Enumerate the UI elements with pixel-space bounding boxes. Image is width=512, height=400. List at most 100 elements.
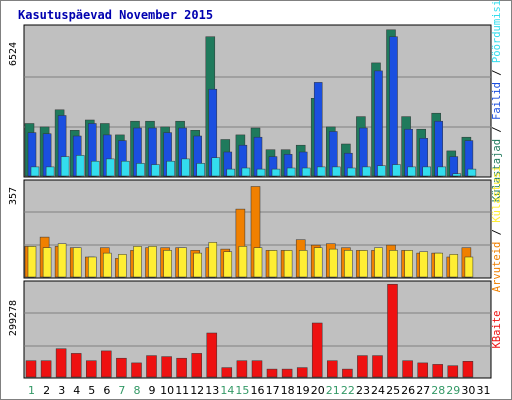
bar-panel2-series2-day-21 xyxy=(329,248,338,278)
bar-panel1-series3-day-18 xyxy=(286,167,296,177)
x-tick-day-29: 29 xyxy=(446,384,460,397)
legend-entry: Failid xyxy=(491,82,503,120)
bar-panel3-series1-day-2 xyxy=(40,360,52,378)
bar-panel1-series3-day-5 xyxy=(91,160,100,177)
bar-panel1-series3-day-14 xyxy=(226,168,236,177)
bar-panel1-series3-day-27 xyxy=(422,166,431,177)
bar-panel1-series3-day-6 xyxy=(106,158,115,177)
bar-panel1-series2-day-25 xyxy=(389,36,398,177)
x-tick-day-11: 11 xyxy=(175,384,189,397)
bar-panel1-series3-day-22 xyxy=(347,167,356,177)
bar-panel3-series1-day-30 xyxy=(462,361,474,378)
panel-2: 357 xyxy=(8,179,492,279)
bar-panel1-series3-day-24 xyxy=(377,165,386,177)
bar-panel2-series2-day-19 xyxy=(298,250,308,278)
legend-panel-1: Külastajad / Failid / Pöördumisi xyxy=(491,0,503,202)
bar-panel3-series1-day-12 xyxy=(191,353,202,378)
bar-panel1-series3-day-17 xyxy=(271,168,281,177)
x-tick-day-17: 17 xyxy=(266,384,280,397)
bar-panel1-series3-day-3 xyxy=(60,156,70,177)
bar-panel2-series2-day-12 xyxy=(193,252,202,278)
bar-panel2-series2-day-14 xyxy=(223,251,233,278)
bar-panel1-series3-day-23 xyxy=(362,166,371,177)
x-tick-day-28: 28 xyxy=(431,384,445,397)
bar-panel3-series1-day-21 xyxy=(327,360,338,378)
legend-panel-2: Arvuteid / Külastusi xyxy=(491,166,503,292)
x-tick-day-20: 20 xyxy=(311,384,325,397)
bar-panel1-series3-day-12 xyxy=(196,163,205,177)
bar-panel3-series1-day-7 xyxy=(116,357,127,378)
x-tick-day-4: 4 xyxy=(73,384,80,397)
x-tick-day-3: 3 xyxy=(58,384,65,397)
bar-panel2-series2-day-20 xyxy=(313,247,323,278)
x-tick-day-2: 2 xyxy=(43,384,50,397)
bar-panel3-series1-day-9 xyxy=(146,355,157,378)
bar-panel3-series1-day-15 xyxy=(236,360,248,378)
bar-panel2-series2-day-5 xyxy=(88,256,97,278)
bar-panel3-series1-day-27 xyxy=(417,362,428,378)
x-tick-day-10: 10 xyxy=(160,384,174,397)
bar-panel1-series3-day-25 xyxy=(392,164,401,177)
bar-panel2-series2-day-23 xyxy=(359,250,368,278)
legend-entry: Arvuteid xyxy=(491,242,503,293)
bar-panel1-series3-day-15 xyxy=(241,167,251,177)
y-axis-max-label: 299278 xyxy=(8,300,19,336)
bar-panel1-series3-day-16 xyxy=(256,168,266,177)
bar-panel2-series2-day-18 xyxy=(283,250,293,278)
bar-panel3-series1-day-4 xyxy=(70,353,82,378)
bar-panel2-series2-day-9 xyxy=(148,246,157,278)
x-tick-day-16: 16 xyxy=(251,384,265,397)
x-tick-day-26: 26 xyxy=(401,384,415,397)
bar-panel3-series1-day-10 xyxy=(161,356,172,378)
x-tick-day-25: 25 xyxy=(386,384,400,397)
legend-entry: / xyxy=(491,223,503,242)
bar-panel2-series2-day-3 xyxy=(57,243,67,278)
bar-panel3-series1-day-16 xyxy=(251,360,263,378)
x-tick-day-7: 7 xyxy=(118,384,125,397)
bar-panel2-series2-day-28 xyxy=(434,252,443,278)
bar-panel2-series2-day-26 xyxy=(404,250,413,278)
legend-entry: / xyxy=(491,63,503,82)
bar-panel3-series1-day-29 xyxy=(447,365,459,378)
bar-panel2-series2-day-22 xyxy=(344,250,353,278)
x-axis-day-labels: 1 2 3 4 5 6 7 8 9 10 11 12 13 14 15 16 17 18 19 20 21 22 23 24 2… xyxy=(28,384,491,397)
legend-entry: Pöördumisi xyxy=(491,0,503,63)
bar-panel2-series2-day-24 xyxy=(374,247,383,278)
bar-panel3-series1-day-22 xyxy=(342,368,353,378)
x-tick-day-19: 19 xyxy=(296,384,310,397)
bar-panel3-series1-day-5 xyxy=(86,360,97,378)
bar-panel1-series3-day-9 xyxy=(151,164,160,177)
x-tick-day-22: 22 xyxy=(341,384,355,397)
bar-panel3-series1-day-19 xyxy=(296,367,308,378)
bar-panel3-series1-day-6 xyxy=(101,350,112,378)
bar-panel2-series2-day-13 xyxy=(208,242,218,278)
bar-panel2-series2-day-4 xyxy=(72,247,82,278)
bar-panel1-series3-day-26 xyxy=(407,166,416,177)
bar-panel1-series3-day-1 xyxy=(30,166,40,177)
x-tick-day-23: 23 xyxy=(356,384,370,397)
x-tick-day-12: 12 xyxy=(190,384,204,397)
bar-panel2-series2-day-11 xyxy=(178,247,187,278)
panel-1: 6524 xyxy=(8,24,492,178)
x-tick-day-18: 18 xyxy=(281,384,295,397)
bar-panel2-series2-day-10 xyxy=(163,250,172,278)
x-tick-day-31: 31 xyxy=(477,384,491,397)
bar-panel3-series1-day-3 xyxy=(55,348,67,378)
chart-title: Kasutuspäevad November 2015 xyxy=(18,8,213,22)
x-tick-day-30: 30 xyxy=(461,384,475,397)
bar-panel3-series1-day-13 xyxy=(206,332,218,378)
x-tick-day-6: 6 xyxy=(103,384,110,397)
x-tick-day-8: 8 xyxy=(134,384,141,397)
bar-panel2-series2-day-6 xyxy=(103,252,112,278)
y-axis-max-label: 357 xyxy=(8,187,19,205)
bar-panel3-series1-day-26 xyxy=(402,360,413,378)
bar-panel1-series3-day-28 xyxy=(437,166,446,177)
legend-entry: / xyxy=(491,120,503,139)
bar-panel1-series3-day-4 xyxy=(75,155,85,177)
bar-panel1-series3-day-10 xyxy=(166,160,175,177)
bar-panel2-series2-day-16 xyxy=(253,247,263,278)
bar-panel1-series3-day-13 xyxy=(211,157,221,177)
bar-panel2-series2-day-7 xyxy=(118,254,127,278)
bar-panel2-series2-day-17 xyxy=(268,250,278,278)
